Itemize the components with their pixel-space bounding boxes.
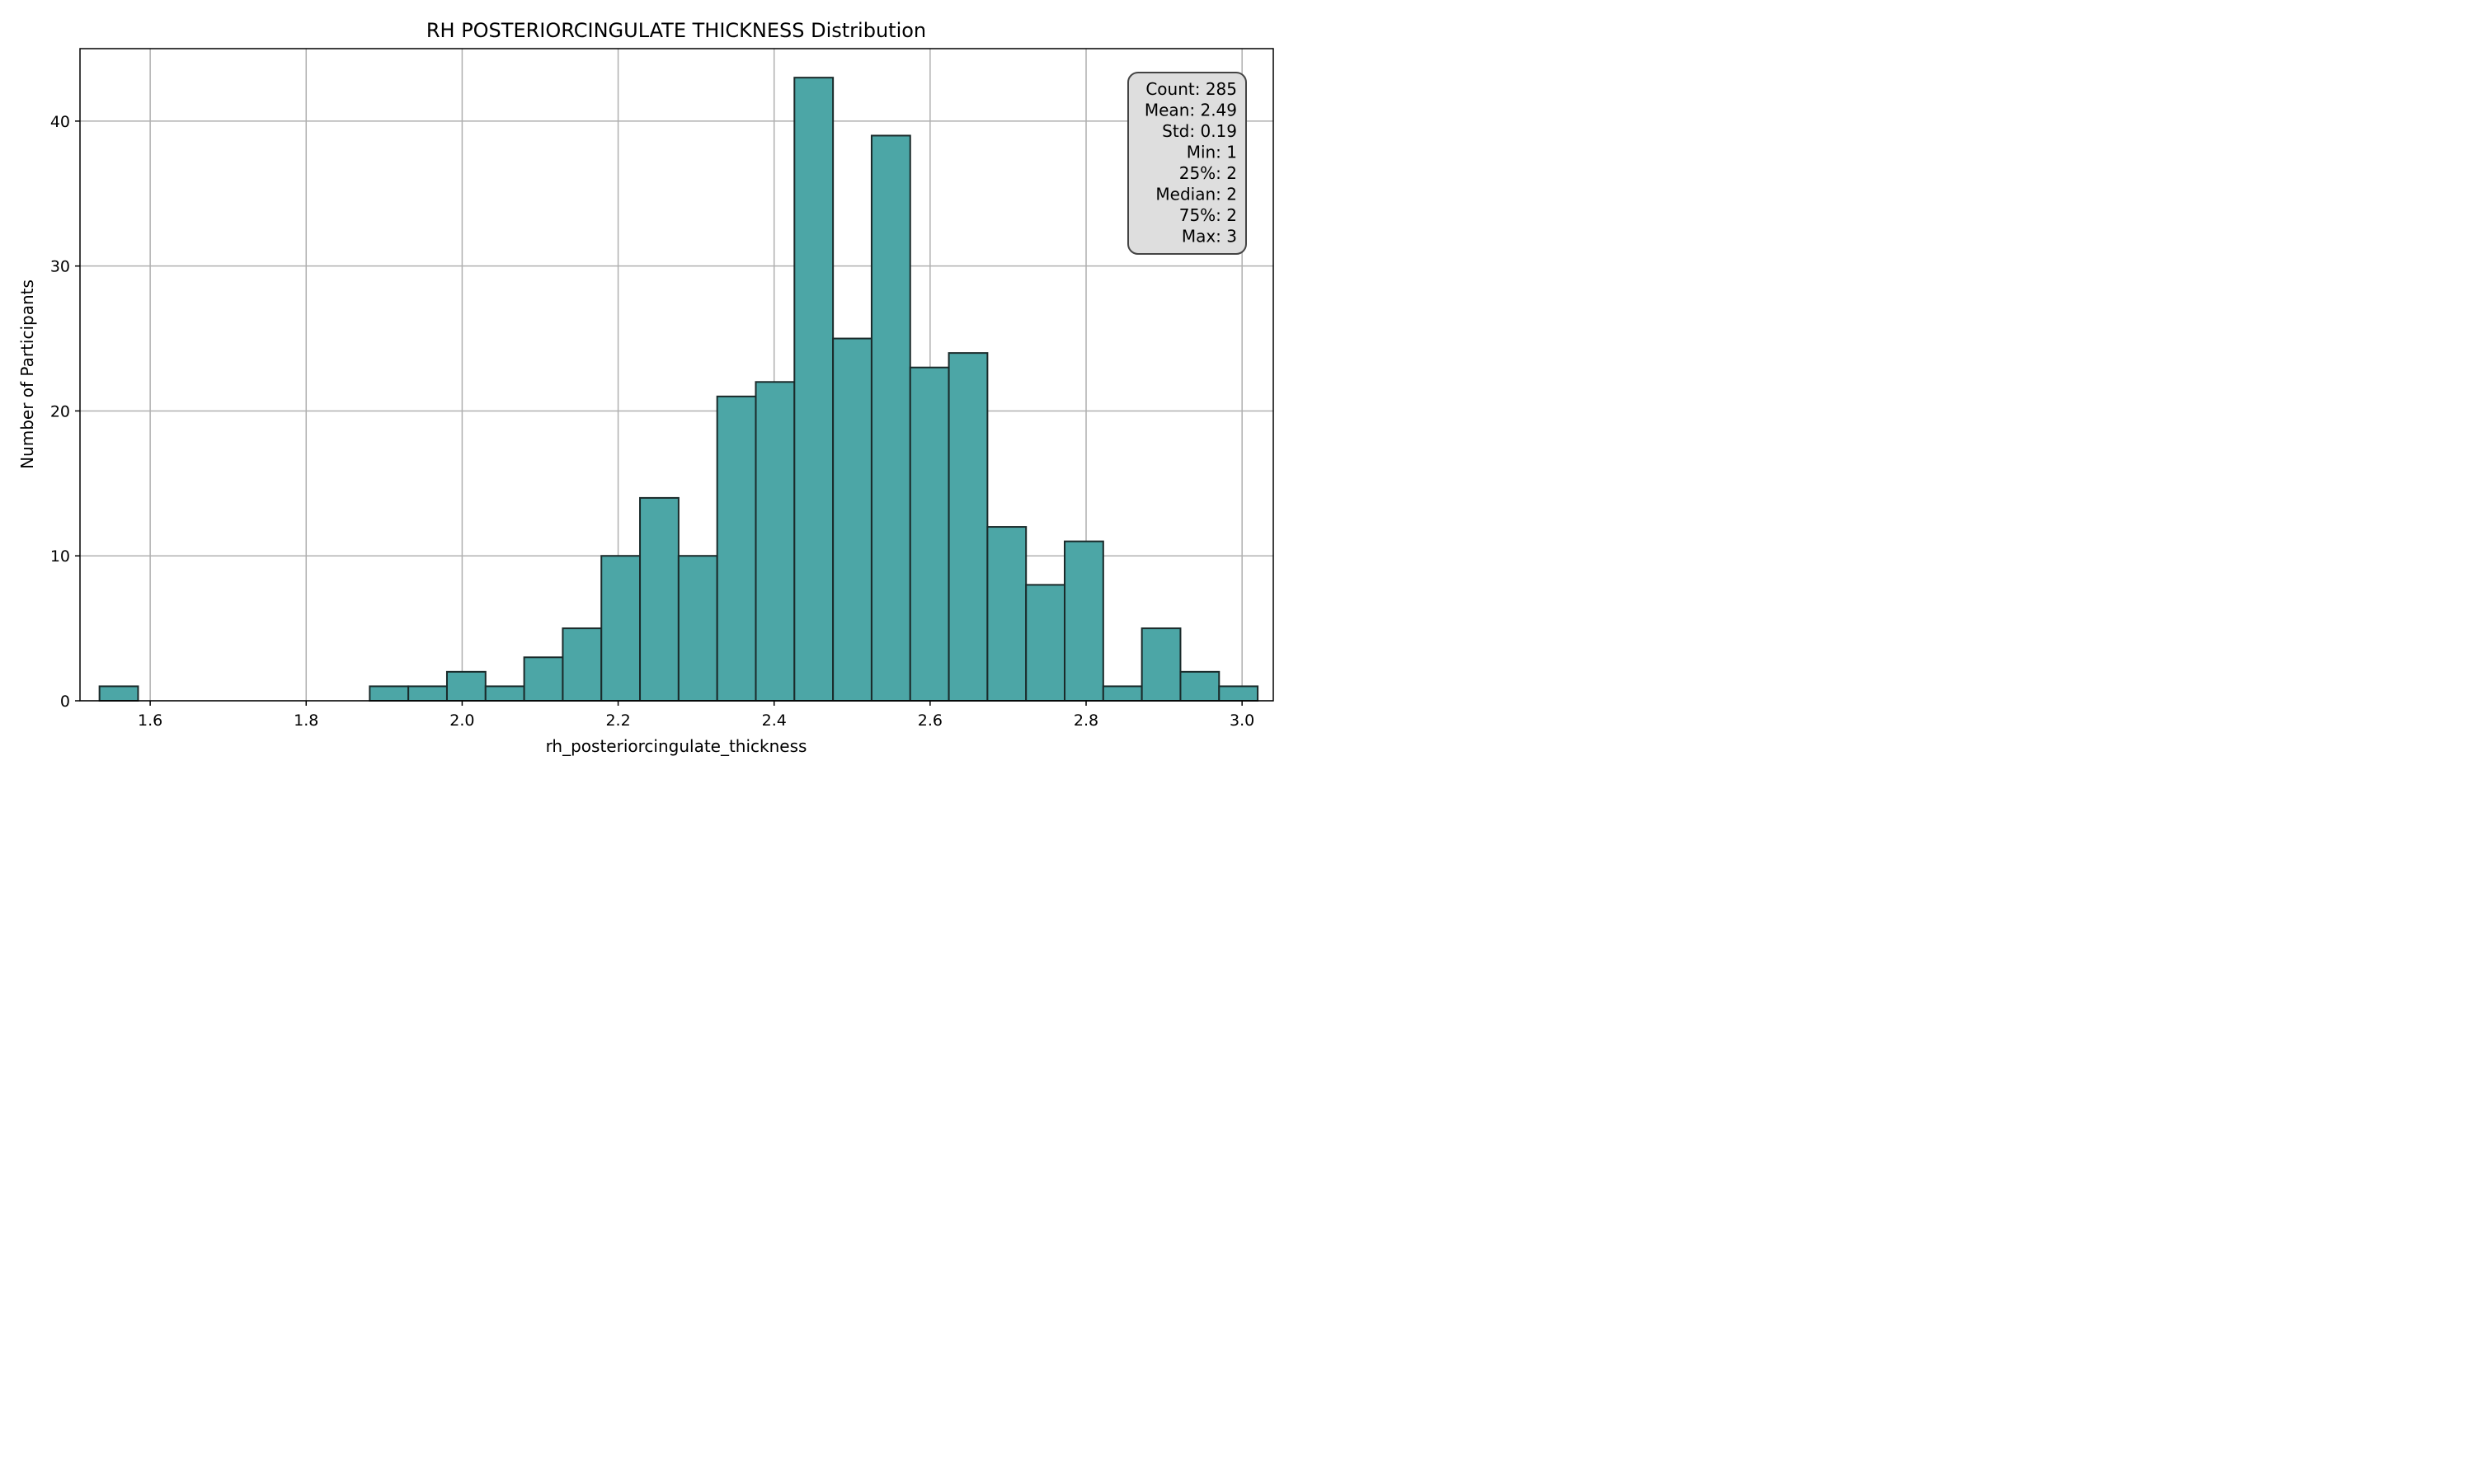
stats-box-frame — [1127, 72, 1247, 255]
y-tick-label: 10 — [50, 547, 70, 566]
histogram-bar — [909, 366, 950, 702]
x-tick-label: 2.0 — [449, 711, 474, 730]
y-tick-label: 20 — [50, 402, 70, 420]
chart-title: RH POSTERIORCINGULATE THICKNESS Distribu… — [426, 19, 926, 42]
y-axis-ticks: 0 10 20 30 40 — [50, 113, 80, 711]
x-tick-label: 3.0 — [1230, 711, 1254, 730]
histogram-bar — [793, 77, 835, 702]
histogram-bar — [986, 526, 1028, 702]
histogram-bar — [407, 685, 448, 702]
stats-line: 75%: 2 — [1179, 205, 1237, 225]
y-axis-label: Number of Participants — [17, 279, 37, 469]
histogram-bar — [677, 555, 718, 702]
y-tick-label: 30 — [50, 258, 70, 276]
y-tick-label: 40 — [50, 113, 70, 131]
stats-line: Mean: 2.49 — [1145, 101, 1237, 120]
x-tick-label: 2.2 — [605, 711, 630, 730]
stats-line: Median: 2 — [1155, 185, 1237, 204]
histogram-bar — [600, 555, 642, 702]
histogram-bar — [1179, 670, 1221, 702]
histogram-bar — [523, 656, 564, 702]
stats-line: 25%: 2 — [1179, 163, 1237, 183]
histogram-bar — [1218, 685, 1259, 702]
stats-line: Max: 3 — [1182, 227, 1237, 247]
histogram-bar — [1141, 627, 1182, 702]
histogram-bar — [445, 670, 487, 702]
histogram-bar — [755, 381, 796, 702]
histogram-bar — [716, 395, 757, 702]
histogram-bar — [1102, 685, 1143, 702]
x-tick-label: 2.8 — [1074, 711, 1098, 730]
x-tick-label: 1.6 — [138, 711, 162, 730]
histogram-bar — [1025, 584, 1066, 702]
histogram-bar — [832, 337, 872, 702]
histogram-bar — [948, 352, 989, 702]
histogram-bar — [639, 496, 680, 702]
stats-line: Count: 285 — [1145, 79, 1237, 99]
histogram-bars — [98, 77, 1259, 702]
stats-line: Std: 0.19 — [1162, 121, 1237, 141]
histogram-bar — [98, 685, 139, 702]
plot-frame — [79, 48, 1274, 702]
x-tick-label: 1.8 — [294, 711, 318, 730]
y-tick-label: 0 — [60, 693, 70, 711]
histogram-bar — [870, 134, 911, 702]
x-axis-label: rh_posteriorcingulate_thickness — [546, 736, 807, 756]
histogram-bar — [369, 685, 410, 702]
x-axis-ticks: 1.6 1.8 2.0 2.2 2.4 2.6 2.8 3.0 — [138, 701, 1254, 730]
x-tick-label: 2.4 — [762, 711, 787, 730]
stats-line: Min: 1 — [1187, 143, 1237, 162]
x-tick-label: 2.6 — [918, 711, 943, 730]
histogram-bar — [1064, 540, 1104, 702]
histogram-bar — [562, 627, 603, 702]
histogram-bar — [484, 685, 525, 702]
histogram-chart: RH POSTERIORCINGULATE THICKNESS Distribu… — [0, 0, 1275, 764]
